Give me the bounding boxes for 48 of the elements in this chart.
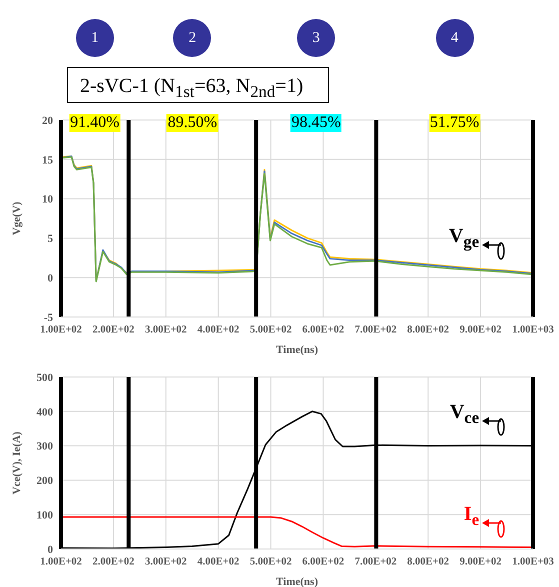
x-tick-label: 1.00E+03	[512, 556, 554, 568]
text: 2	[173, 19, 212, 57]
y-axis-title: Vge(V)	[10, 201, 23, 236]
x-tick-label: 9.00E+02	[460, 324, 502, 336]
x-tick-label: 5.00E+02	[250, 556, 292, 568]
x-tick-label: 2.00E+02	[92, 324, 134, 336]
y-tick-label: 400	[36, 406, 54, 418]
annotation: 91.40%	[69, 114, 120, 132]
x-tick-label: 8.00E+02	[407, 324, 450, 336]
y-tick-label: 20	[42, 114, 54, 127]
x-tick-label: 3.00E+02	[144, 324, 187, 336]
annotation: I$_{e}$	[464, 502, 480, 531]
x-tick-label: 4.00E+02	[197, 556, 240, 568]
y-tick-label: 100	[36, 510, 54, 522]
x-tick-label: 7.00E+02	[354, 556, 397, 568]
x-tick-label: 9.00E+02	[460, 556, 502, 568]
chart-title: 2-sVC-1 (N$_{1st}$=63, N$_{2nd}$=1)	[67, 67, 329, 103]
y-tick-label: 0	[48, 544, 54, 556]
y-axis-title: Vce(V), Ie(A)	[10, 431, 23, 494]
y-tick-label: 300	[36, 440, 54, 453]
x-axis-title: Time(ns)	[276, 576, 318, 587]
x-tick-label: 3.00E+02	[144, 556, 187, 568]
x-tick-label: 5.00E+02	[250, 324, 292, 336]
annotation: 51.75%	[428, 114, 480, 132]
x-tick-label: 2.00E+02	[92, 556, 134, 568]
x-tick-label: 6.00E+02	[302, 556, 344, 568]
x-tick-label: 4.00E+02	[197, 324, 240, 336]
y-tick-label: -5	[44, 312, 54, 324]
text: 1	[76, 19, 114, 57]
annotation: V$_{ce}$	[450, 401, 480, 430]
annotation: 98.45%	[290, 114, 342, 132]
x-tick-label: 8.00E+02	[407, 556, 450, 568]
x-tick-label: 1.00E+02	[40, 556, 82, 568]
y-tick-label: 10	[42, 194, 54, 206]
annotation: V$_{ge}$	[448, 224, 480, 253]
y-tick-label: 0	[48, 272, 54, 285]
x-tick-label: 7.00E+02	[354, 324, 397, 336]
x-tick-label: 6.00E+02	[302, 324, 344, 336]
y-tick-label: 500	[36, 372, 54, 384]
x-tick-label: 1.00E+03	[512, 324, 554, 336]
annotation: 89.50%	[166, 114, 218, 132]
text: 3	[297, 19, 336, 57]
text: 4	[436, 19, 474, 57]
x-axis-title: Time(ns)	[276, 344, 318, 356]
y-tick-label: 5	[48, 233, 54, 246]
x-tick-label: 1.00E+02	[40, 324, 82, 336]
y-tick-label: 200	[36, 475, 54, 488]
y-tick-label: 15	[42, 154, 54, 166]
